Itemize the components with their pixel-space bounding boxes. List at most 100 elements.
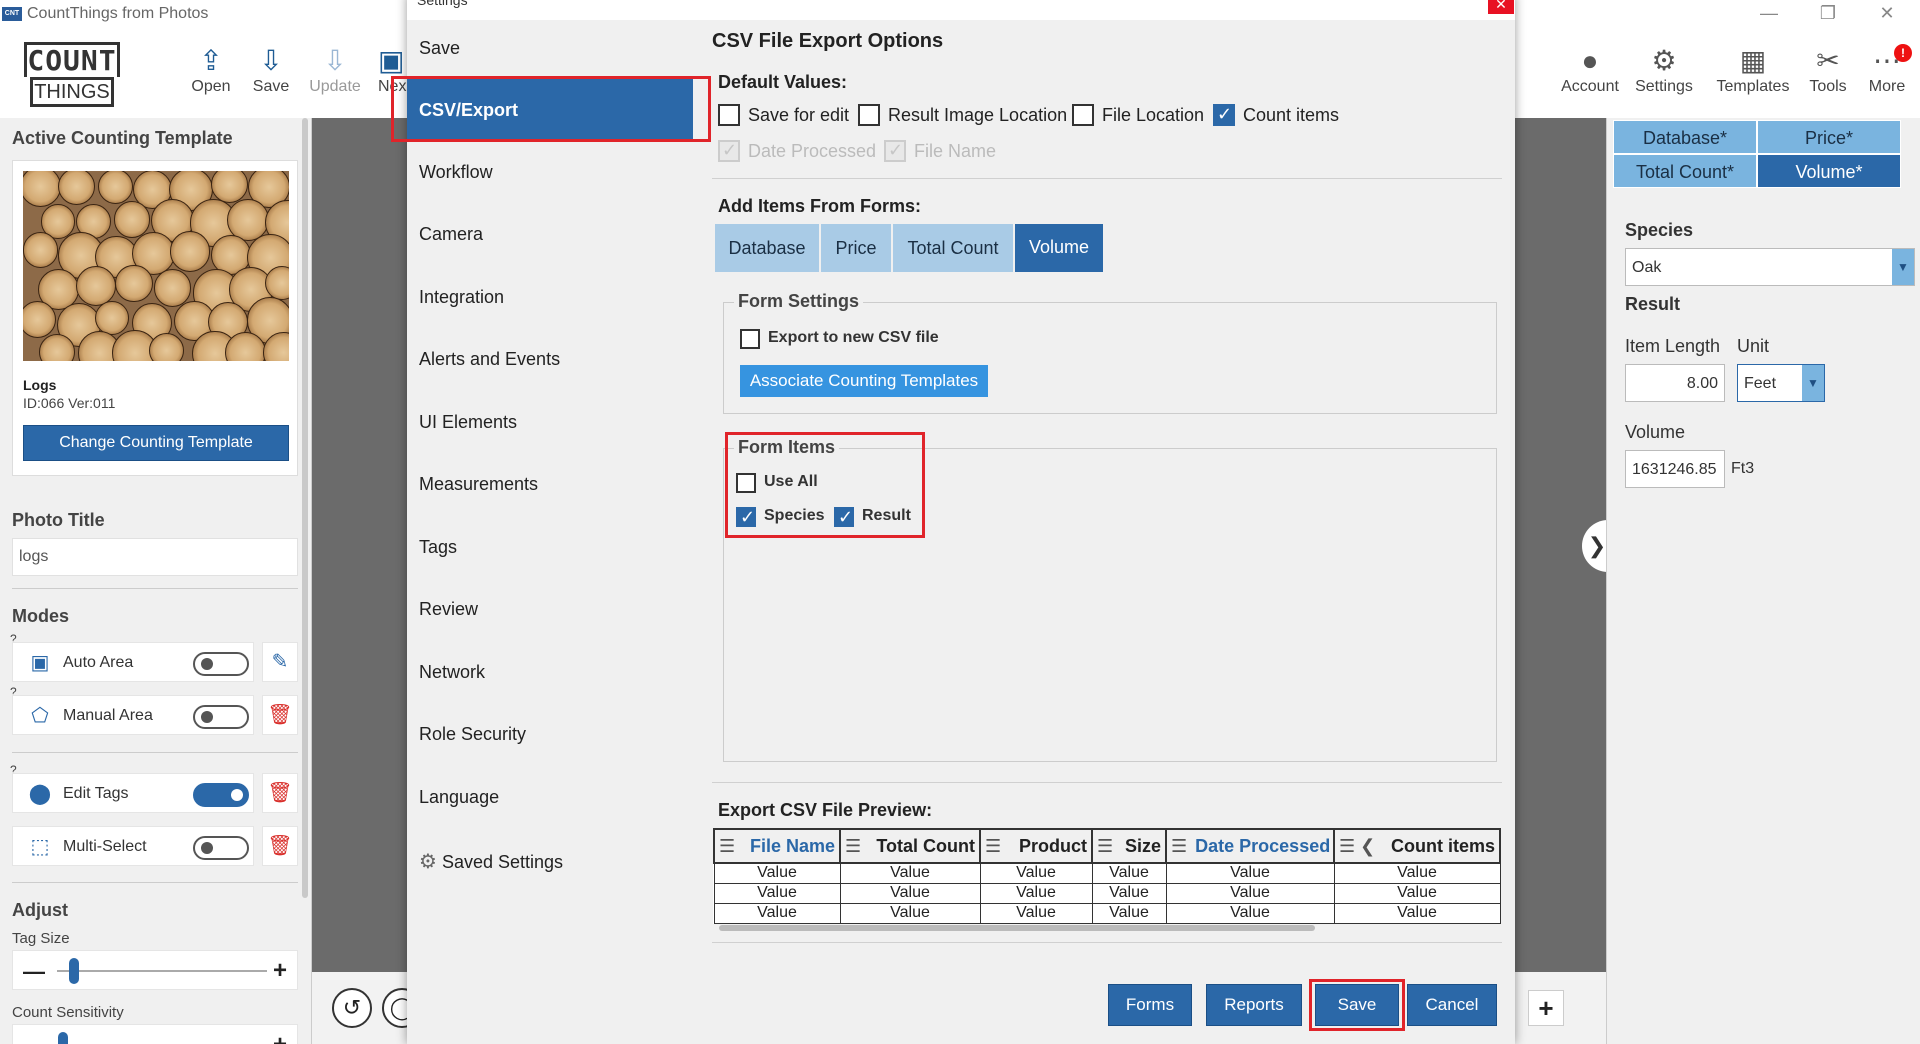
highlight-box: [391, 76, 711, 142]
save-toolbar-button[interactable]: ⇩ Save: [240, 44, 302, 96]
left-panel: Active Counting Template Logs ID:066 Ver…: [0, 118, 312, 1044]
help-icon[interactable]: ?: [10, 632, 17, 646]
nav-camera[interactable]: Camera: [419, 224, 484, 244]
column-header[interactable]: ☰ File Name: [713, 828, 841, 864]
nav-review[interactable]: Review: [419, 599, 479, 619]
nav-network[interactable]: Network: [419, 662, 486, 682]
count-sensitivity-slider[interactable]: — +: [12, 1024, 298, 1044]
menu-icon[interactable]: ☰ ❮: [1339, 835, 1376, 856]
column-header[interactable]: ☰ Size: [1091, 828, 1167, 864]
help-icon[interactable]: ?: [10, 763, 17, 777]
result-image-location-checkbox[interactable]: [858, 104, 880, 126]
slider-thumb[interactable]: [58, 1032, 69, 1044]
open-icon: ⇪: [199, 45, 223, 76]
photo-title-input[interactable]: logs: [12, 538, 298, 576]
plus-icon[interactable]: +: [273, 1031, 287, 1044]
associate-templates-button[interactable]: Associate Counting Templates: [740, 365, 988, 397]
export-new-csv-checkbox[interactable]: [740, 329, 760, 349]
form-tab-database[interactable]: Database: [715, 224, 819, 272]
app-title: CountThings from Photos: [27, 5, 209, 22]
tools-button[interactable]: ✂ Tools: [1806, 44, 1850, 96]
form-tab-price[interactable]: Price: [821, 224, 891, 272]
menu-icon[interactable]: ☰: [985, 835, 1002, 856]
templates-button[interactable]: ▦ Templates: [1710, 44, 1796, 96]
log-end: [75, 265, 116, 306]
close-window-button[interactable]: ✕: [1879, 3, 1895, 23]
nav-alerts-events[interactable]: Alerts and Events: [419, 349, 561, 369]
menu-icon[interactable]: ☰: [845, 835, 862, 856]
save-settings-button[interactable]: Save: [1315, 984, 1399, 1026]
species-item-label: Species: [764, 507, 825, 524]
volume-input[interactable]: 1631246.85: [1625, 450, 1725, 488]
file-location-checkbox[interactable]: [1072, 104, 1094, 126]
rp-tab-volume[interactable]: Volume*: [1757, 154, 1901, 188]
unit-select[interactable]: Feet ▼: [1737, 364, 1825, 402]
rp-tab-price[interactable]: Price*: [1757, 120, 1901, 154]
column-header[interactable]: ☰ Date Processed: [1165, 828, 1335, 864]
menu-icon[interactable]: ☰: [1097, 835, 1114, 856]
change-template-button[interactable]: Change Counting Template: [23, 425, 289, 461]
column-header[interactable]: ☰ Total Count: [839, 828, 981, 864]
minimize-button[interactable]: —: [1760, 3, 1778, 23]
rp-tab-total-count[interactable]: Total Count*: [1613, 154, 1757, 188]
update-button[interactable]: ⇩ Update: [304, 44, 366, 96]
adjust-heading: Adjust: [12, 900, 68, 920]
species-checkbox[interactable]: [736, 507, 756, 528]
zoom-in-button[interactable]: +: [1528, 990, 1564, 1026]
rotate-icon[interactable]: ↺: [332, 988, 372, 1028]
forms-button[interactable]: Forms: [1108, 984, 1192, 1026]
more-button[interactable]: ⋯ More !: [1866, 44, 1912, 96]
rp-tab-database[interactable]: Database*: [1613, 120, 1757, 154]
next-icon: ▣: [378, 45, 405, 76]
save-for-edit-checkbox[interactable]: [718, 104, 740, 126]
use-all-checkbox[interactable]: [736, 473, 756, 493]
nav-ui-elements[interactable]: UI Elements: [419, 412, 518, 432]
nav-workflow[interactable]: Workflow: [419, 162, 493, 182]
preview-scrollbar[interactable]: [719, 925, 1315, 931]
left-panel-scrollbar[interactable]: [302, 118, 308, 898]
species-select[interactable]: Oak ▼: [1625, 248, 1915, 286]
default-values-heading: Default Values:: [718, 72, 848, 92]
nav-saved-settings[interactable]: ⚙ Saved Settings: [419, 851, 564, 873]
table-row: Value Value Value Value Value Value: [713, 902, 1501, 924]
minus-icon[interactable]: —: [23, 1033, 45, 1044]
auto-area-toggle[interactable]: [193, 652, 249, 676]
slider-thumb[interactable]: [68, 958, 79, 984]
form-tab-total-count[interactable]: Total Count: [893, 224, 1013, 272]
column-header[interactable]: ☰ ❮ Count items: [1333, 828, 1501, 864]
nav-tags[interactable]: Tags: [419, 537, 458, 557]
nav-csv-export[interactable]: CSV/Export: [407, 78, 693, 140]
menu-icon[interactable]: ☰: [1171, 835, 1188, 856]
cancel-button[interactable]: Cancel: [1407, 984, 1497, 1026]
trash-icon[interactable]: 🗑: [262, 695, 298, 735]
open-button[interactable]: ⇪ Open: [180, 44, 242, 96]
minus-icon[interactable]: —: [23, 959, 45, 984]
item-length-input[interactable]: 8.00: [1625, 364, 1725, 402]
result-checkbox[interactable]: [834, 507, 854, 528]
edit-tags-toggle[interactable]: [193, 783, 249, 807]
plus-icon[interactable]: +: [272, 957, 287, 984]
column-header[interactable]: ☰ Product: [979, 828, 1093, 864]
trash-icon[interactable]: 🗑: [262, 773, 298, 813]
menu-icon[interactable]: ☰: [719, 835, 736, 856]
tag-size-slider[interactable]: — +: [12, 950, 298, 990]
multi-select-toggle[interactable]: [193, 836, 249, 860]
nav-language[interactable]: Language: [419, 787, 500, 807]
nav-save[interactable]: Save: [419, 38, 461, 58]
edit-icon[interactable]: ✎: [262, 642, 298, 682]
form-tab-volume[interactable]: Volume: [1015, 224, 1103, 272]
reports-button[interactable]: Reports: [1206, 984, 1302, 1026]
log-end: [23, 171, 62, 207]
maximize-button[interactable]: ❐: [1819, 3, 1837, 23]
help-icon[interactable]: ?: [10, 685, 17, 699]
settings-button[interactable]: ⚙ Settings: [1632, 44, 1696, 96]
count-items-label: Count items: [1243, 105, 1340, 125]
close-icon[interactable]: ✕: [1488, 0, 1514, 14]
account-button[interactable]: ● Account: [1561, 45, 1619, 95]
trash-icon[interactable]: 🗑: [262, 826, 298, 866]
nav-measurements[interactable]: Measurements: [419, 474, 539, 494]
nav-integration[interactable]: Integration: [419, 287, 505, 307]
manual-area-toggle[interactable]: [193, 705, 249, 729]
nav-role-security[interactable]: Role Security: [419, 724, 527, 744]
count-items-checkbox[interactable]: [1213, 104, 1235, 126]
